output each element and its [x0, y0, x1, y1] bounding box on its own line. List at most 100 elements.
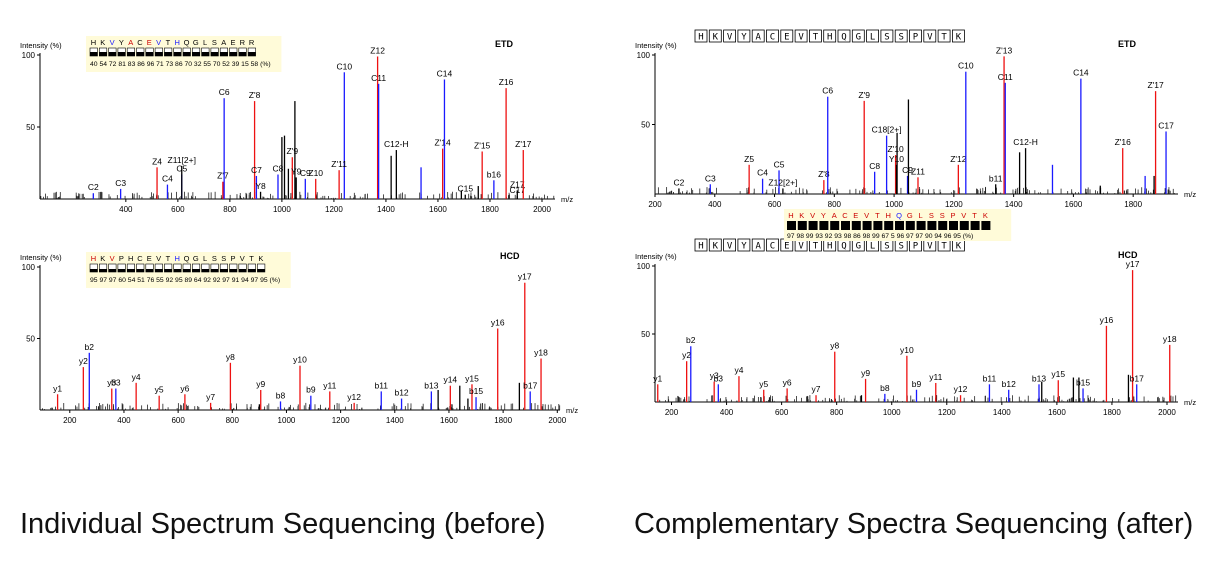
residue-letter: K: [983, 211, 988, 220]
peak-label: C11: [371, 73, 386, 83]
residue-box: [809, 29, 822, 43]
coverage-fill: [895, 221, 904, 230]
residue-letter: Q: [184, 254, 190, 263]
residue-letter: R: [249, 38, 255, 47]
residue-letter: H: [698, 33, 703, 43]
coverage-fill: [238, 52, 247, 56]
residue-letter: H: [174, 254, 179, 263]
peak-label: y17: [518, 272, 532, 282]
chart-after-hcd: Intensity (%) m/z HCD 50 100 200 400 600 800 1000…: [635, 209, 1196, 417]
residue-letter: K: [713, 33, 719, 43]
peak-label: y17: [1126, 259, 1140, 269]
x-tick-label: 400: [720, 408, 734, 417]
peak-label: C12-H: [1013, 137, 1038, 147]
residue-letter: K: [799, 211, 804, 220]
x-tick-label: 400: [119, 205, 133, 214]
peak-label: y1: [53, 383, 62, 393]
x-tick-label: 200: [665, 408, 679, 417]
peak-label: Z'7: [217, 171, 229, 181]
residue-letter: G: [907, 211, 913, 220]
peak-label: C17: [1158, 120, 1174, 130]
coverage-fill: [819, 221, 829, 230]
residue-box: [937, 29, 951, 43]
residue-box: [766, 29, 779, 43]
peak-label: Z4: [152, 156, 162, 166]
x-tick-label: 600: [768, 200, 782, 209]
residue-letter: K: [713, 242, 719, 252]
residue-letter: P: [913, 33, 919, 43]
y-tick-label: 100: [22, 51, 36, 60]
peak-label: Z'8: [818, 169, 830, 179]
residue-letter: K: [100, 254, 105, 263]
coverage-fill: [90, 269, 98, 272]
coverage-fill: [183, 269, 191, 272]
x-tick-label: 1400: [377, 205, 395, 214]
residue-box: [780, 29, 794, 43]
coverage-fill: [173, 52, 182, 56]
x-tick-label: 1200: [938, 408, 956, 417]
residue-box: [723, 238, 736, 252]
peak-label: Y9: [291, 166, 302, 176]
coverage-fill: [808, 221, 818, 230]
peak-label: y16: [491, 317, 505, 327]
residue-letter: C: [770, 33, 775, 43]
residue-letter: L: [203, 254, 207, 263]
residue-letter: V: [110, 254, 115, 263]
residue-letter: S: [212, 254, 217, 263]
residue-letter: P: [230, 254, 235, 263]
residue-letter: H: [91, 254, 96, 263]
residue-letter: S: [884, 242, 889, 252]
peak-label: y6: [783, 377, 792, 387]
residue-letter: R: [240, 38, 246, 47]
peak-label: Z11: [911, 166, 925, 176]
residue-letter: Q: [841, 242, 846, 252]
peak-label: Z'11: [331, 159, 347, 169]
residue-letter: L: [203, 38, 207, 47]
residue-letter: L: [870, 33, 875, 43]
residue-letter: Y: [821, 211, 826, 220]
coverage-fill: [229, 269, 237, 272]
peak-label: C2: [88, 182, 99, 192]
coverage-fill: [949, 221, 958, 230]
residue-letter: E: [853, 211, 858, 220]
residue-letter: H: [698, 242, 703, 252]
residue-letter: V: [927, 33, 933, 43]
x-tick-label: 1000: [273, 205, 291, 214]
coverage-fill: [981, 221, 991, 230]
coverage-fill: [959, 221, 969, 230]
x-tick-label: 1000: [885, 200, 903, 209]
coverage-fill: [192, 269, 200, 272]
peak-label: C3: [705, 173, 716, 183]
residue-letter: A: [832, 211, 837, 220]
peak-label: C10: [337, 61, 353, 71]
coverage-fill: [210, 52, 219, 56]
peak-label: b8: [276, 390, 286, 400]
caption-before: Individual Spectrum Sequencing (before): [20, 508, 546, 540]
peak-label: C14: [1073, 68, 1089, 78]
coverage-fill: [797, 221, 807, 230]
y-tick-label: 50: [26, 335, 35, 344]
y-tick-label: 100: [22, 263, 36, 272]
peak-label: C7: [251, 165, 262, 175]
residue-letter: K: [956, 33, 962, 43]
x-tick-label: 800: [828, 200, 842, 209]
peak-label: Z'16: [1115, 137, 1132, 147]
peak-label: C9: [300, 168, 311, 178]
x-tick-label: 1800: [1124, 200, 1142, 209]
x-tick-label: 2000: [548, 416, 566, 425]
residue-letter: S: [940, 211, 945, 220]
x-tick-label: 400: [708, 200, 722, 209]
residue-letter: C: [770, 242, 775, 252]
residue-letter: S: [929, 211, 934, 220]
residue-letter: V: [798, 33, 804, 43]
residue-box: [880, 29, 894, 43]
residue-letter: H: [885, 211, 890, 220]
peak-label: y15: [465, 373, 479, 383]
residue-letter: P: [119, 254, 124, 263]
coverage-fill: [851, 221, 861, 230]
peak-label: Z'12: [950, 154, 967, 164]
chart-title: ETD: [1118, 39, 1137, 49]
coverage-fill: [117, 269, 126, 272]
residue-box: [823, 29, 837, 43]
residue-letter: H: [827, 33, 832, 43]
